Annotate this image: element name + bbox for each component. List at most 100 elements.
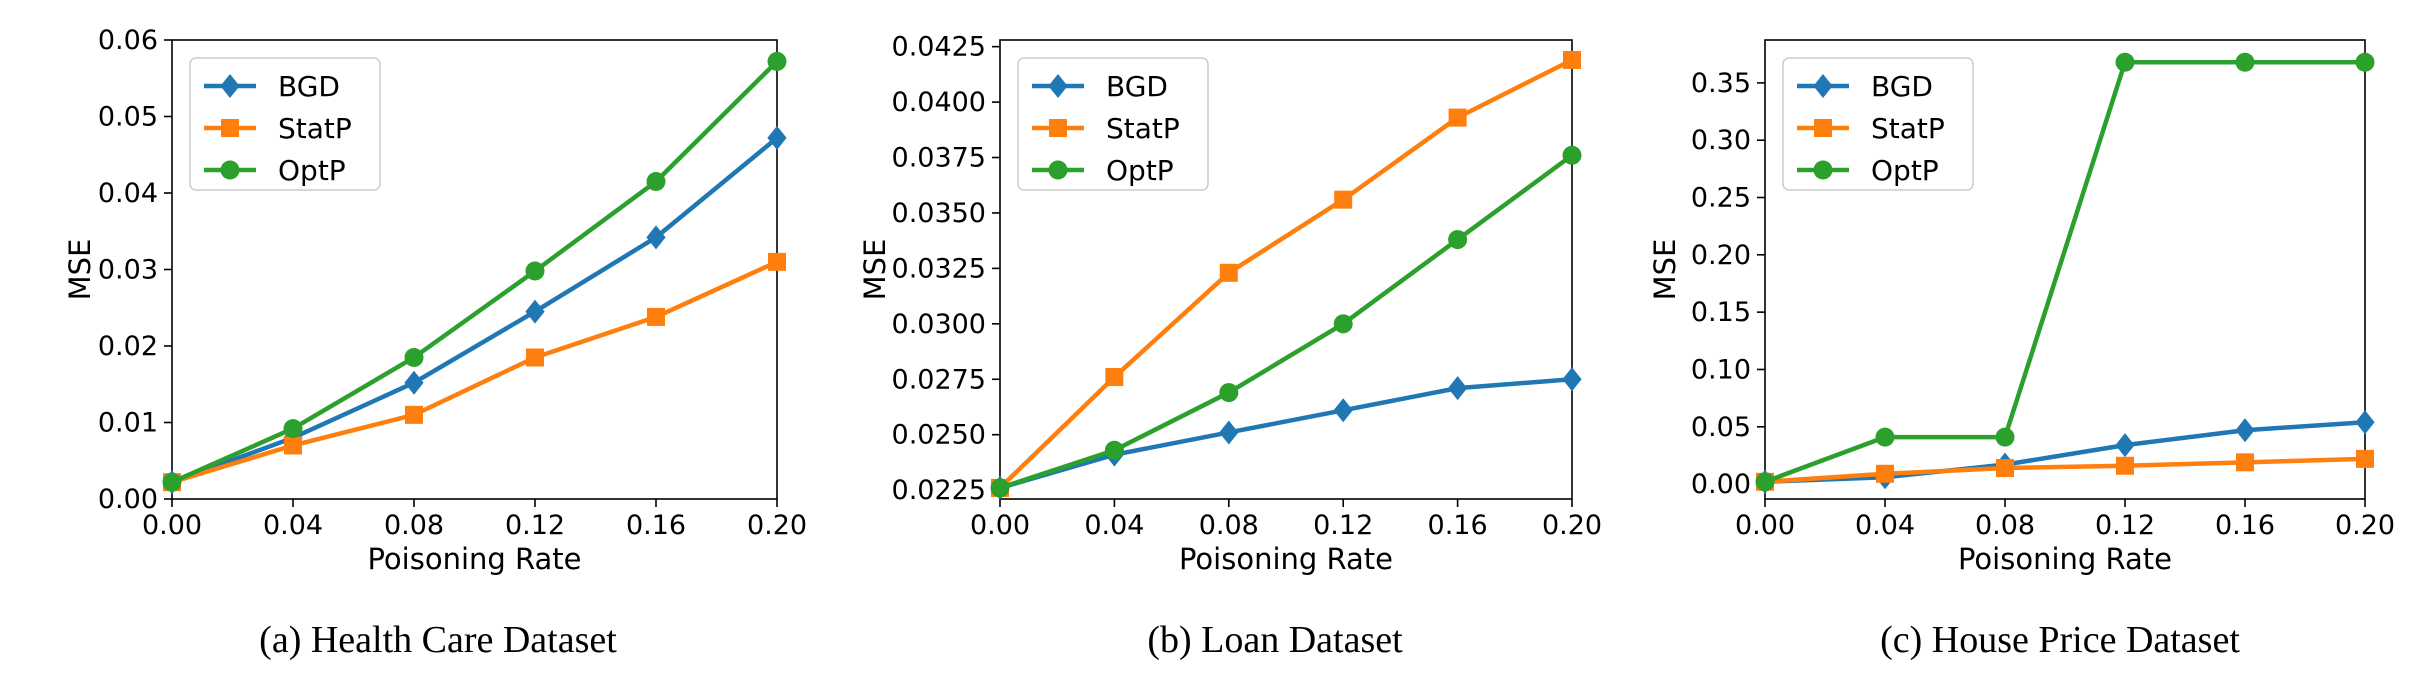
- legend-label: BGD: [1106, 70, 1168, 103]
- data-point: [1448, 376, 1468, 401]
- series-line: [999, 377, 1573, 491]
- y-tick-label: 0.02: [98, 331, 158, 362]
- data-point: [2355, 410, 2375, 435]
- y-tick-label: 0.35: [1691, 68, 1751, 99]
- data-point: [2236, 453, 2254, 472]
- series-optp: [990, 145, 1582, 498]
- legend: BGD StatP OptP: [1782, 57, 1974, 191]
- legend-marker: [1048, 160, 1068, 180]
- data-point: [284, 436, 302, 455]
- legend: BGD StatP OptP: [1017, 57, 1209, 191]
- chart-panel-1: 0.00 0.04 0.08 0.12 0.16 0.20 0.00 0.01 0.02 0.03…: [63, 25, 807, 661]
- data-point: [767, 51, 787, 71]
- x-tick-label: 0.04: [1084, 510, 1144, 541]
- data-point: [162, 472, 182, 492]
- series-line: [171, 259, 778, 485]
- data-point: [2115, 433, 2135, 458]
- legend-marker: [1813, 160, 1833, 180]
- y-tick-label: 0.05: [98, 102, 158, 133]
- data-point: [1219, 383, 1239, 403]
- y-tick-label: 0.10: [1691, 354, 1751, 385]
- y-tick-label: 0.30: [1691, 125, 1751, 156]
- legend-entry-optp: OptP: [1797, 154, 1939, 187]
- y-axis-label: MSE: [1648, 239, 1682, 301]
- y-tick-label: 0.00: [1691, 469, 1751, 500]
- legend-entry-statp: StatP: [1797, 112, 1945, 145]
- data-point: [768, 252, 786, 271]
- legend-label: OptP: [1871, 154, 1939, 187]
- legend-box: [1782, 57, 1974, 191]
- legend-label: BGD: [278, 70, 340, 103]
- data-point: [1104, 440, 1124, 460]
- x-tick-label: 0.20: [2335, 510, 2395, 541]
- data-point: [283, 419, 303, 439]
- series-bgd: [990, 367, 1582, 500]
- legend-label: BGD: [1871, 70, 1933, 103]
- x-axis-label: Poisoning Rate: [1958, 542, 2172, 576]
- data-point: [1755, 472, 1775, 492]
- legend-box: [189, 57, 381, 191]
- series-line: [171, 59, 779, 485]
- series-line: [1764, 419, 2366, 485]
- x-tick-label: 0.12: [1313, 510, 1373, 541]
- x-tick-label: 0.16: [2215, 510, 2275, 541]
- legend-marker: [1813, 74, 1833, 98]
- data-point: [404, 347, 424, 367]
- x-tick-label: 0.00: [1735, 510, 1795, 541]
- x-tick-label: 0.20: [1542, 510, 1602, 541]
- legend-box: [1017, 57, 1209, 191]
- legend-entry-optp: OptP: [1032, 154, 1174, 187]
- legend-marker: [221, 119, 239, 137]
- legend-entry-optp: OptP: [204, 154, 346, 187]
- legend-marker: [220, 74, 240, 98]
- x-tick-label: 0.16: [626, 510, 686, 541]
- x-tick-label: 0.00: [970, 510, 1030, 541]
- plot-frame: [1764, 39, 2366, 500]
- y-tick-label: 0.01: [98, 408, 158, 439]
- data-point: [1333, 398, 1353, 423]
- caption: (b) Loan Dataset: [1147, 619, 1403, 661]
- legend-marker: [1814, 119, 1832, 137]
- y-tick-label: 0.0400: [892, 87, 986, 118]
- legend-label: OptP: [1106, 154, 1174, 187]
- series-line: [1764, 456, 2366, 485]
- legend-entry-statp: StatP: [1032, 112, 1180, 145]
- y-tick-label: 0.03: [98, 255, 158, 286]
- data-point: [1563, 50, 1581, 69]
- data-point: [1448, 230, 1468, 250]
- y-axis-label: MSE: [63, 239, 97, 301]
- data-point: [1219, 420, 1239, 445]
- data-point: [646, 225, 666, 250]
- x-tick-label: 0.08: [1975, 510, 2035, 541]
- x-tick-label: 0.04: [1855, 510, 1915, 541]
- data-point: [1448, 108, 1467, 127]
- series-optp: [1755, 52, 2375, 492]
- y-tick-label: 0.04: [98, 178, 158, 209]
- legend-label: StatP: [1871, 112, 1945, 145]
- legend-label: StatP: [1106, 112, 1180, 145]
- series-optp: [162, 51, 787, 492]
- data-point: [1334, 190, 1353, 209]
- y-tick-label: 0.0250: [892, 420, 986, 451]
- legend-entry-bgd: BGD: [1032, 70, 1168, 103]
- data-point: [1996, 459, 2014, 478]
- plot-frame: [999, 39, 1573, 500]
- legend-marker: [220, 160, 240, 180]
- data-point: [1333, 314, 1353, 334]
- y-tick-label: 0.25: [1691, 183, 1751, 214]
- y-tick-label: 0.05: [1691, 412, 1751, 443]
- x-tick-label: 0.08: [1199, 510, 1259, 541]
- series-statp: [163, 252, 786, 492]
- data-point: [990, 478, 1010, 498]
- x-axis-label: Poisoning Rate: [367, 542, 581, 576]
- series-statp: [1756, 449, 2374, 491]
- series-line: [998, 57, 1574, 490]
- y-tick-label: 0.0325: [892, 253, 986, 284]
- data-point: [646, 172, 666, 192]
- series-line: [171, 136, 779, 485]
- y-tick-label: 0.20: [1691, 240, 1751, 271]
- x-axis-label: Poisoning Rate: [1179, 542, 1393, 576]
- series-line: [1764, 59, 2365, 484]
- data-point: [1876, 464, 1894, 483]
